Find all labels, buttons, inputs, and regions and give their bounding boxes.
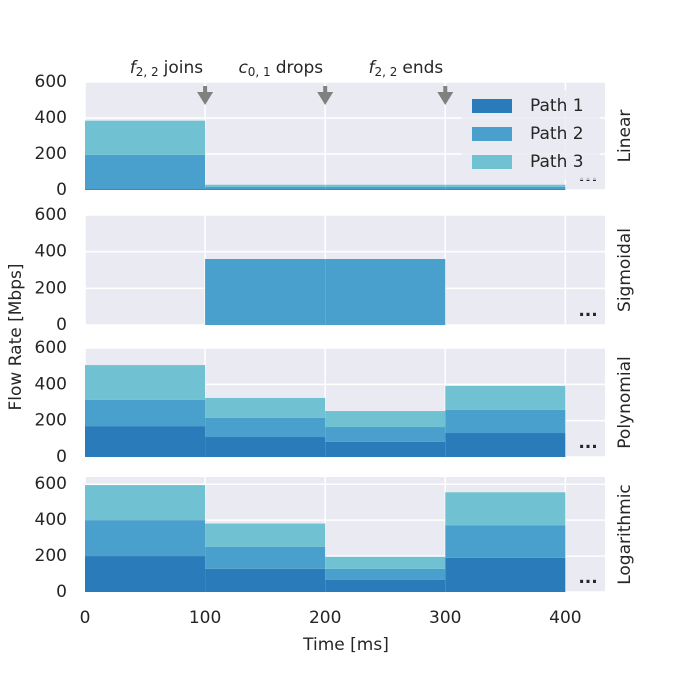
y-tick-label: 0: [56, 180, 67, 200]
continuation: ...: [578, 433, 597, 453]
panel-title: Logarithmic: [615, 484, 635, 585]
area-segment: [85, 365, 206, 400]
annotation-text: ends: [402, 58, 443, 78]
panel-title: Polynomial: [615, 356, 635, 448]
area-segment: [445, 189, 566, 190]
x-tick-label: 200: [309, 608, 341, 628]
x-tick-label: 100: [189, 608, 221, 628]
y-tick-label: 400: [35, 374, 67, 394]
area-segment: [445, 525, 566, 558]
area-segment: [85, 556, 206, 592]
area-segment: [445, 492, 566, 526]
area-segment: [445, 186, 566, 190]
y-tick-label: 400: [35, 242, 67, 262]
area-segment: [205, 189, 326, 190]
area-segment: [85, 485, 206, 521]
annotation-text: drops: [276, 58, 324, 78]
annotation-arrow: [197, 86, 214, 105]
area-segment: [445, 385, 566, 410]
area-segment: [325, 411, 446, 428]
area-segment: [85, 120, 206, 155]
legend-label: Path 1: [530, 96, 584, 116]
continuation: ...: [578, 301, 597, 321]
annotation-arrow: [437, 86, 454, 105]
y-tick-label: 200: [35, 278, 67, 298]
area-segment: [445, 433, 566, 457]
legend-label: Path 3: [530, 152, 584, 172]
y-tick-label: 600: [35, 474, 67, 494]
panel-title: Linear: [615, 110, 635, 163]
y-tick-label: 600: [35, 72, 67, 92]
legend-label: Path 2: [530, 124, 584, 144]
y-axis-label: Flow Rate [Mbps]: [6, 264, 26, 411]
area-segment: [205, 186, 326, 190]
area-segment: [205, 546, 326, 569]
area-segment: [205, 184, 326, 187]
annotation-arrow: [317, 86, 334, 105]
area-segment: [85, 189, 206, 190]
y-tick-label: 0: [56, 447, 67, 467]
area-segment: [205, 523, 326, 547]
area-segment: [325, 556, 446, 569]
area-segment: [205, 437, 326, 457]
annotation-subscript: 0, 1: [248, 65, 271, 79]
panel-title: Sigmoidal: [615, 228, 635, 312]
annotation-subscript: 2, 2: [136, 65, 159, 79]
y-tick-label: 600: [35, 205, 67, 225]
annotation-label: f2, 2 ends: [368, 58, 443, 79]
area-segment: [85, 520, 206, 557]
y-tick-label: 600: [35, 338, 67, 358]
area-segment: [205, 397, 326, 418]
annotation-subscript: 2, 2: [374, 65, 397, 79]
annotation-symbol: f: [130, 58, 139, 78]
annotation-symbol: f: [368, 58, 377, 78]
x-axis-label: Time [ms]: [302, 635, 389, 655]
area-segment: [85, 426, 206, 457]
y-tick-label: 200: [35, 546, 67, 566]
annotation-label: f2, 2 joins: [130, 58, 204, 79]
y-tick-label: 0: [56, 315, 67, 335]
legend-swatch: [472, 155, 512, 169]
area-segment: [325, 259, 446, 325]
x-tick-label: 400: [549, 608, 581, 628]
area-segment: [445, 409, 566, 434]
continuation: ...: [578, 568, 597, 588]
area-segment: [325, 427, 446, 442]
y-tick-label: 400: [35, 510, 67, 530]
area-segment: [205, 417, 326, 438]
area-segment: [325, 568, 446, 580]
area-segment: [445, 184, 566, 187]
legend-swatch: [472, 99, 512, 113]
area-segment: [205, 568, 326, 592]
y-tick-label: 400: [35, 108, 67, 128]
y-tick-label: 0: [56, 582, 67, 602]
x-tick-label: 0: [80, 608, 91, 628]
area-segment: [85, 399, 206, 427]
area-segment: [445, 557, 566, 592]
area-segment: [85, 154, 206, 190]
annotation-symbol: c: [238, 58, 248, 78]
area-segment: [325, 189, 446, 190]
legend-swatch: [472, 127, 512, 141]
x-tick-label: 300: [429, 608, 461, 628]
y-tick-label: 200: [35, 144, 67, 164]
annotation-text: joins: [163, 58, 204, 78]
area-segment: [205, 259, 326, 325]
area-segment: [325, 186, 446, 190]
area-segment: [325, 184, 446, 187]
area-segment: [325, 441, 446, 457]
annotation-label: c0, 1 drops: [238, 58, 323, 79]
y-tick-label: 200: [35, 411, 67, 431]
area-segment: [325, 579, 446, 592]
